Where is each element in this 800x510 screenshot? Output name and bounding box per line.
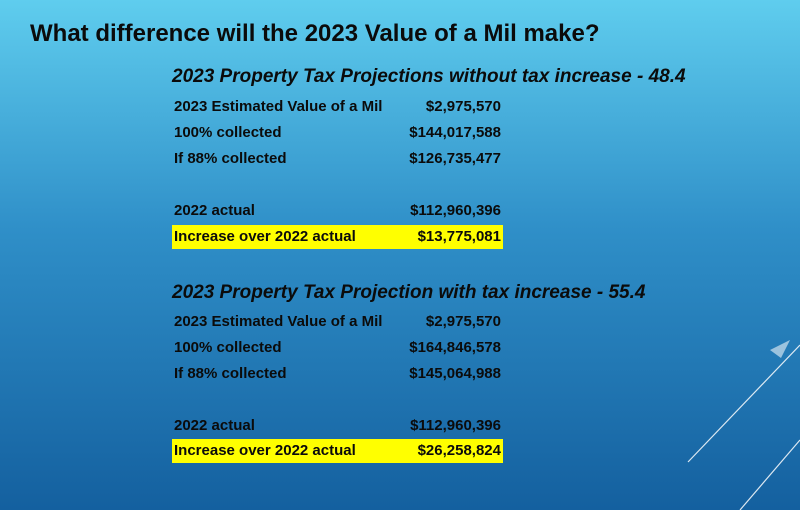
- table-row: 100% collected $164,846,578: [172, 336, 503, 360]
- row-label: 100% collected: [174, 124, 282, 141]
- row-value: $112,960,396: [410, 417, 501, 434]
- table-row: If 88% collected $145,064,988: [172, 362, 503, 386]
- row-value: $126,735,477: [409, 150, 501, 167]
- row-label: 2022 actual: [174, 202, 255, 219]
- row-label: Increase over 2022 actual: [174, 442, 356, 459]
- table-row: If 88% collected $126,735,477: [172, 147, 503, 171]
- row-label: 2023 Estimated Value of a Mil: [174, 98, 383, 115]
- row-value: $26,258,824: [417, 442, 501, 459]
- table-row: 2023 Estimated Value of a Mil $2,975,570: [172, 95, 503, 119]
- row-value: $112,960,396: [410, 202, 501, 219]
- row-label: 2023 Estimated Value of a Mil: [174, 313, 383, 330]
- row-value: $164,846,578: [409, 339, 501, 356]
- row-value: $13,775,081: [417, 228, 501, 245]
- table-row: 2022 actual $112,960,396: [172, 199, 503, 223]
- row-label: If 88% collected: [174, 150, 287, 167]
- decor-line: [687, 344, 800, 463]
- row-value: $2,975,570: [425, 98, 501, 115]
- section-heading: 2023 Property Tax Projection with tax in…: [172, 282, 646, 303]
- row-value: $2,975,570: [425, 313, 501, 330]
- row-label: 2022 actual: [174, 417, 255, 434]
- table-row: 100% collected $144,017,588: [172, 121, 503, 145]
- row-value: $145,064,988: [409, 365, 501, 382]
- table-row: 2022 actual $112,960,396: [172, 414, 503, 438]
- table-row: 2023 Estimated Value of a Mil $2,975,570: [172, 310, 503, 334]
- row-label: 100% collected: [174, 339, 282, 356]
- row-value: $144,017,588: [409, 124, 501, 141]
- highlighted-row: Increase over 2022 actual $26,258,824: [172, 439, 503, 463]
- slide-title: What difference will the 2023 Value of a…: [30, 20, 600, 47]
- section-heading: 2023 Property Tax Projections without ta…: [172, 66, 686, 87]
- decor-line: [739, 439, 800, 510]
- row-label: If 88% collected: [174, 365, 287, 382]
- highlighted-row: Increase over 2022 actual $13,775,081: [172, 225, 503, 249]
- row-label: Increase over 2022 actual: [174, 228, 356, 245]
- decor-arrow-icon: [770, 340, 790, 358]
